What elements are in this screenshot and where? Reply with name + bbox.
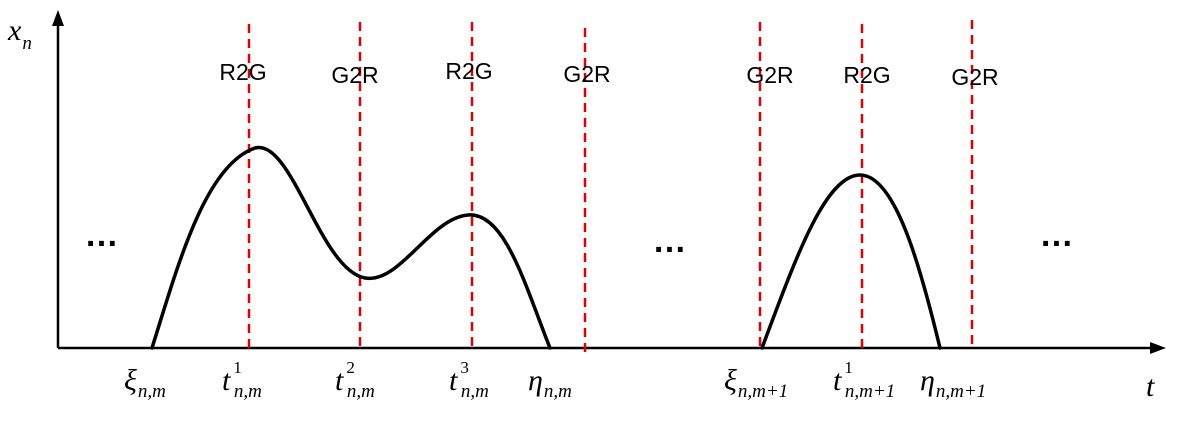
tick-labels: ξn,m t 1 n,m t 2 n,m t 3 n,m ηn,m ξn,m+1 t 1 n,m…	[124, 358, 986, 402]
ellipses: … … …	[85, 216, 1075, 260]
signal-line-r2g-2: R2G	[445, 22, 493, 348]
signal-label: R2G	[843, 62, 890, 88]
queue-curve-cycle-m1	[760, 173, 942, 350]
x-axis-arrowhead	[1150, 342, 1166, 354]
tick-label-eta-nm1: ηn,m+1	[920, 364, 986, 402]
tick-label-eta-nm: ηn,m	[528, 364, 572, 402]
tick-label-xi-nm1: ξn,m+1	[724, 364, 788, 402]
signal-label: R2G	[445, 58, 492, 84]
queue-curves	[150, 146, 942, 350]
x-axis-label: t	[1146, 370, 1155, 403]
signal-lines: R2G G2R R2G G2R G2R R2G G2R	[219, 20, 999, 354]
tick-label-t2-nm: t 2 n,m	[335, 358, 375, 402]
signal-line-r2g-1: R2G	[219, 24, 267, 348]
signal-line-g2r-2: G2R	[563, 28, 611, 354]
y-axis-label: xn	[7, 14, 32, 54]
signal-line-g2r-3: G2R	[746, 22, 794, 348]
signal-line-g2r-4: G2R	[951, 20, 999, 348]
ellipsis-right: …	[1040, 216, 1075, 254]
signal-label: G2R	[746, 62, 793, 88]
ellipsis-middle: …	[653, 222, 688, 260]
ellipsis-left: …	[85, 216, 120, 254]
signal-label: R2G	[219, 59, 266, 85]
signal-label: G2R	[951, 64, 998, 90]
signal-label: G2R	[331, 62, 378, 88]
queue-curve-cycle-m	[150, 146, 552, 350]
tick-label-t3-nm: t 3 n,m	[449, 358, 489, 402]
axes: xn t	[7, 10, 1166, 403]
signal-line-r2g-3: R2G	[843, 24, 891, 348]
y-axis-arrowhead	[52, 10, 64, 26]
tick-label-t1-nm: t 1 n,m	[222, 358, 262, 402]
signal-label: G2R	[563, 61, 610, 87]
tick-label-t1-nm1: t 1 n,m+1	[833, 358, 895, 402]
tick-label-xi-nm: ξn,m	[124, 364, 166, 402]
signal-line-g2r-1: G2R	[331, 22, 379, 348]
